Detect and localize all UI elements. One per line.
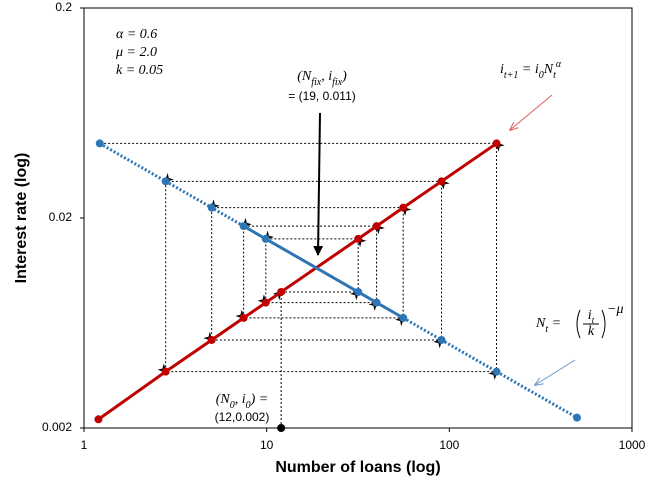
formula-part: i <box>588 308 592 323</box>
point <box>492 367 501 376</box>
x-tick-label: 1 <box>81 438 88 452</box>
parameter: α = 0.6 <box>116 27 157 42</box>
point <box>239 313 248 322</box>
formula-part: (N <box>216 392 231 407</box>
point <box>354 234 363 243</box>
formula-part: t <box>545 324 548 335</box>
fixed-point-arrow <box>313 112 324 256</box>
formula-part: t <box>592 315 595 325</box>
formula-part: fix <box>332 77 343 88</box>
formula: (N0, i0) = <box>216 392 269 411</box>
blue-formula-arrow <box>535 359 576 385</box>
cobweb-layer <box>99 142 505 432</box>
point <box>207 335 216 344</box>
point <box>372 222 381 231</box>
blue-line-part <box>99 142 245 228</box>
red-line <box>97 142 498 421</box>
y-tick-label: 0.002 <box>42 420 72 434</box>
x-tick-label: 10 <box>260 438 274 452</box>
y-tick-label: 0.02 <box>49 210 73 224</box>
formula-part: i <box>500 62 504 77</box>
formula-part: (N <box>297 69 312 84</box>
point <box>399 203 408 212</box>
fixed-point-value: = (19, 0.011) <box>288 89 356 103</box>
y-tick-label: 0.2 <box>55 0 72 14</box>
formula-part: t <box>553 70 556 81</box>
formula: −μ <box>607 302 623 317</box>
point <box>261 298 270 307</box>
formula-part: 0 <box>230 400 235 411</box>
formula: Nt = <box>535 316 561 335</box>
point <box>372 298 381 307</box>
start-point <box>277 424 286 432</box>
x-tick-label: 100 <box>439 438 459 452</box>
y-axis-title: Interest rate (log) <box>13 153 30 284</box>
point <box>437 177 446 186</box>
point <box>95 139 104 148</box>
paren <box>576 309 581 339</box>
x-tick-label: 1000 <box>619 438 646 452</box>
formula: it <box>588 308 595 325</box>
formula-part: = i <box>518 62 538 77</box>
point <box>239 222 248 231</box>
x-axis-title: Number of loans (log) <box>275 459 440 476</box>
point <box>492 139 501 148</box>
formula-part: , i <box>321 69 332 84</box>
lines-layer <box>94 139 582 424</box>
parameter: μ = 2.0 <box>115 45 157 60</box>
formula-part: ) <box>341 69 347 84</box>
formula-part: ) = <box>250 392 269 407</box>
parameter: k = 0.05 <box>116 63 163 78</box>
formula-part: t+1 <box>504 70 519 81</box>
formula-part: α <box>556 59 562 70</box>
blue-line-part <box>402 316 578 419</box>
formula: (Nfix, ifix) <box>297 69 347 88</box>
formula-part: 0 <box>539 70 544 81</box>
formula-part: = <box>548 316 561 331</box>
text-layer: 1 10 100 1000 0.002 0.02 0.2 α = 0.6 μ = 2.0 k = … <box>42 0 646 452</box>
formula-part: N <box>535 316 546 331</box>
red-formula-arrow <box>510 94 553 130</box>
point <box>573 413 582 422</box>
point <box>437 335 446 344</box>
paren <box>601 309 606 339</box>
point <box>399 313 408 322</box>
point <box>277 287 286 296</box>
formula-part: 0 <box>246 400 251 411</box>
point <box>354 287 363 296</box>
start-value: (12,0.002) <box>215 410 270 424</box>
point <box>161 177 170 186</box>
point <box>207 203 216 212</box>
formula: it+1 = i0Ntα <box>500 59 562 81</box>
point <box>161 367 170 376</box>
point <box>94 415 103 424</box>
formula-part: fix <box>311 77 322 88</box>
formula-part: , i <box>235 392 246 407</box>
formula: k <box>588 324 595 339</box>
formula-part: N <box>543 62 554 77</box>
point <box>261 234 270 243</box>
